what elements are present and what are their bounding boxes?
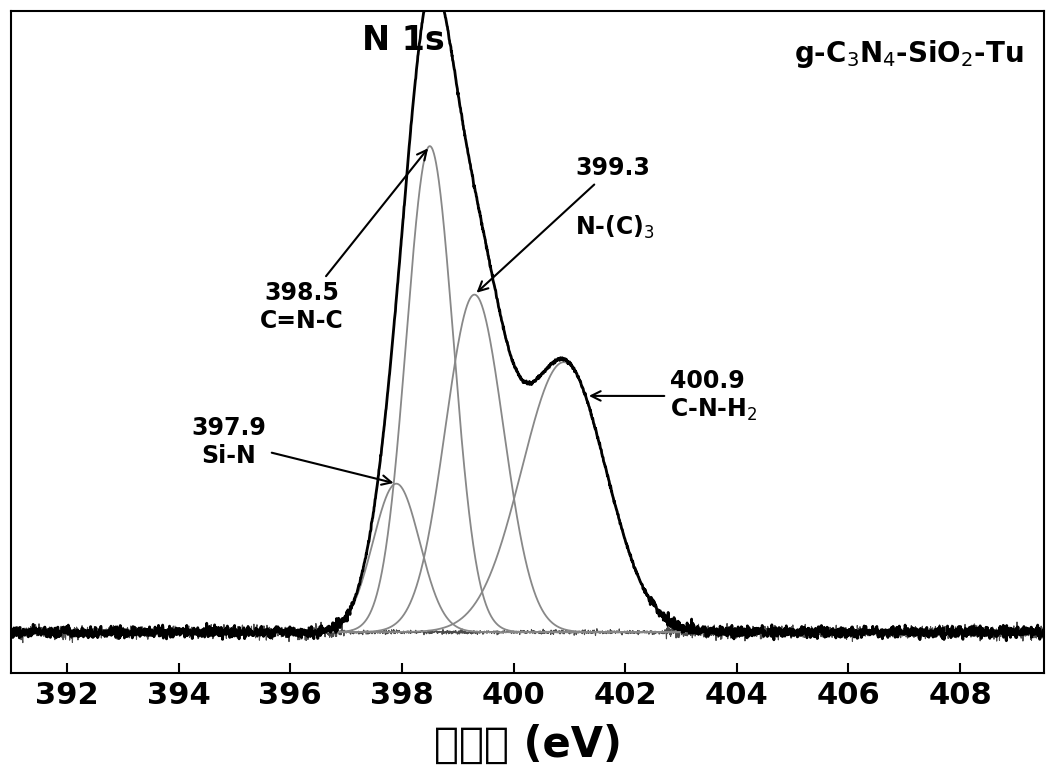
Text: N 1s: N 1s	[362, 24, 445, 57]
X-axis label: 结合能 (eV): 结合能 (eV)	[434, 724, 621, 766]
Text: 400.9
C-N-H$_2$: 400.9 C-N-H$_2$	[591, 369, 757, 423]
Text: 397.9
Si-N: 397.9 Si-N	[191, 416, 391, 485]
Text: g-C$_3$N$_4$-SiO$_2$-Tu: g-C$_3$N$_4$-SiO$_2$-Tu	[793, 37, 1023, 70]
Text: 398.5
C=N-C: 398.5 C=N-C	[260, 150, 426, 333]
Text: 399.3: 399.3	[478, 156, 650, 291]
Text: N-(C)$_3$: N-(C)$_3$	[575, 214, 655, 241]
